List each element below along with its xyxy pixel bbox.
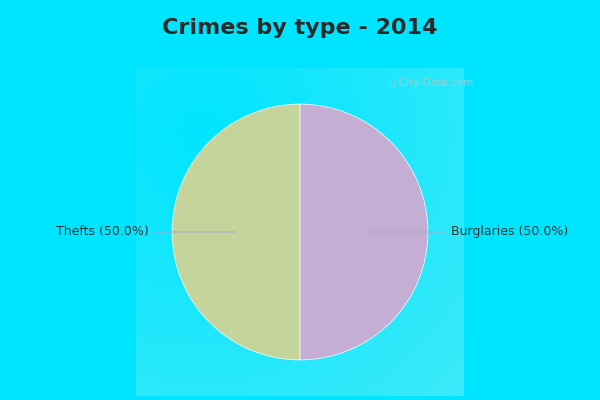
Text: Burglaries (50.0%): Burglaries (50.0%) — [365, 226, 568, 238]
Wedge shape — [172, 104, 300, 360]
Text: Crimes by type - 2014: Crimes by type - 2014 — [163, 18, 437, 38]
Text: Thefts (50.0%): Thefts (50.0%) — [56, 226, 235, 238]
Wedge shape — [300, 104, 428, 360]
Text: ⓘ City-Data.com: ⓘ City-Data.com — [389, 78, 473, 88]
